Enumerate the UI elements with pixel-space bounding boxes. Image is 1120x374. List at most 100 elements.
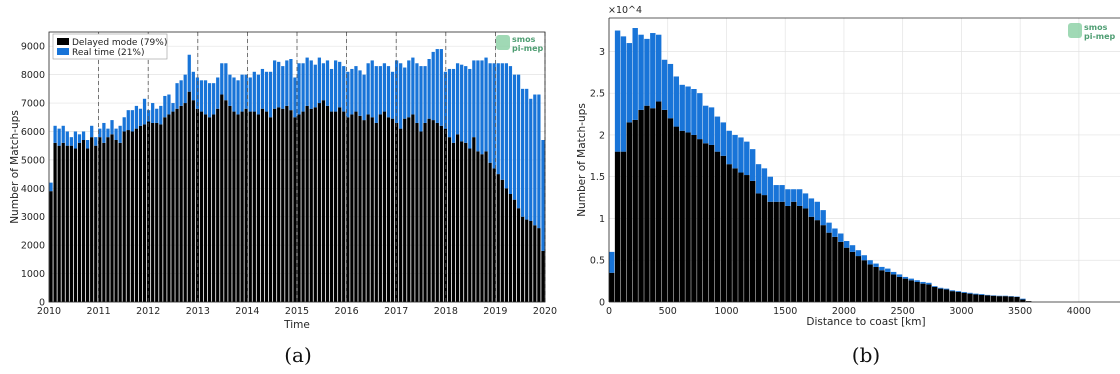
bar-delayed <box>264 111 269 302</box>
bar-delayed <box>407 117 411 303</box>
bar-delayed <box>252 111 256 302</box>
bar-realtime <box>455 63 460 135</box>
bar-lower <box>832 236 838 302</box>
bar-realtime <box>492 63 496 169</box>
bar-delayed <box>362 120 366 303</box>
bar-delayed <box>73 148 78 302</box>
bar-lower <box>661 109 668 302</box>
bar-lower <box>802 208 809 302</box>
chart-b: 0 0.5 1 1.5 2 2.5 3 0 500 1000 1500 2000 2500 3000 350… <box>576 5 1120 328</box>
bar-delayed <box>138 125 143 302</box>
bar-realtime <box>403 67 407 119</box>
bar-realtime <box>301 63 305 112</box>
legend-swatch-delayed <box>57 38 69 45</box>
bar-realtime <box>362 74 366 121</box>
bar-delayed <box>114 140 118 302</box>
bar-lower <box>614 151 621 302</box>
bar-delayed <box>77 142 82 302</box>
bar-delayed <box>220 94 224 303</box>
bar-realtime <box>179 80 183 106</box>
bar-upper <box>814 201 820 221</box>
bar-realtime <box>435 49 439 123</box>
bar-delayed <box>118 142 122 302</box>
bar-delayed <box>183 103 187 302</box>
bar-delayed <box>492 168 496 302</box>
bar-lower <box>785 205 791 302</box>
bar-realtime <box>431 51 435 121</box>
bar-realtime <box>443 71 448 129</box>
x-tick-label: 3500 <box>1008 306 1032 317</box>
bar-upper <box>896 274 903 277</box>
bar-realtime <box>191 71 195 101</box>
bar-lower <box>814 220 820 302</box>
bar-realtime <box>419 66 423 132</box>
bar-upper <box>879 266 885 271</box>
bar-lower <box>920 283 926 302</box>
bar-delayed <box>301 111 305 302</box>
bar-lower <box>679 130 685 302</box>
bar-delayed <box>342 111 346 302</box>
bar-realtime <box>256 74 261 115</box>
bar-realtime <box>232 77 236 112</box>
bar-upper <box>937 287 944 289</box>
bar-delayed <box>431 120 435 303</box>
chart-b-bars <box>609 28 1032 303</box>
bar-delayed <box>179 105 183 302</box>
bar-lower <box>861 260 867 302</box>
bar-delayed <box>130 131 134 302</box>
bar-realtime <box>212 83 216 115</box>
bar-delayed <box>155 122 159 303</box>
bar-realtime <box>407 60 411 118</box>
bar-lower <box>914 281 920 302</box>
x-tick-label: 2011 <box>87 306 111 317</box>
bar-upper <box>973 293 979 295</box>
bar-lower <box>937 288 944 302</box>
bar-upper <box>726 130 732 165</box>
x-tick-label: 2016 <box>335 306 359 317</box>
bar-delayed <box>394 122 399 303</box>
y-tick-label: 2.5 <box>590 89 605 100</box>
bar-delayed <box>386 117 391 303</box>
bar-delayed <box>346 117 350 303</box>
bar-realtime <box>264 71 269 112</box>
bar-delayed <box>521 216 525 302</box>
bar-delayed <box>285 105 289 302</box>
bar-upper <box>861 255 867 261</box>
bar-lower <box>873 266 879 302</box>
x-tick-label: 0 <box>606 306 612 317</box>
bar-realtime <box>126 110 130 131</box>
bar-realtime <box>114 128 118 140</box>
legend-label-delayed: Delayed mode (79%) <box>72 38 167 48</box>
chart-a-bars <box>49 49 545 303</box>
bar-delayed <box>61 142 65 302</box>
bar-realtime <box>236 80 240 115</box>
bar-realtime <box>118 125 122 143</box>
bar-delayed <box>187 91 191 303</box>
y-tick-label: 7000 <box>21 99 45 110</box>
bar-delayed <box>484 151 488 302</box>
bar-realtime <box>248 77 252 112</box>
bar-realtime <box>81 131 86 140</box>
bar-upper <box>673 76 680 127</box>
bar-delayed <box>480 154 484 302</box>
bar-upper <box>655 34 662 102</box>
bar-upper <box>908 278 914 281</box>
bar-delayed <box>317 103 321 302</box>
bar-delayed <box>447 137 452 302</box>
bar-delayed <box>512 199 517 302</box>
bar-lower <box>708 144 715 302</box>
bar-realtime <box>464 66 468 143</box>
bar-upper <box>967 292 973 294</box>
bar-delayed <box>309 108 313 302</box>
bar-lower <box>650 108 656 302</box>
bar-lower <box>638 109 644 302</box>
bar-delayed <box>53 142 57 302</box>
bar-realtime <box>525 88 529 220</box>
bar-lower <box>697 139 703 302</box>
chart-b-xlabel: Distance to coast [km] <box>806 316 925 328</box>
bar-realtime <box>354 66 358 112</box>
bar-upper <box>849 245 856 252</box>
bar-realtime <box>146 110 151 122</box>
bar-delayed <box>212 114 216 302</box>
